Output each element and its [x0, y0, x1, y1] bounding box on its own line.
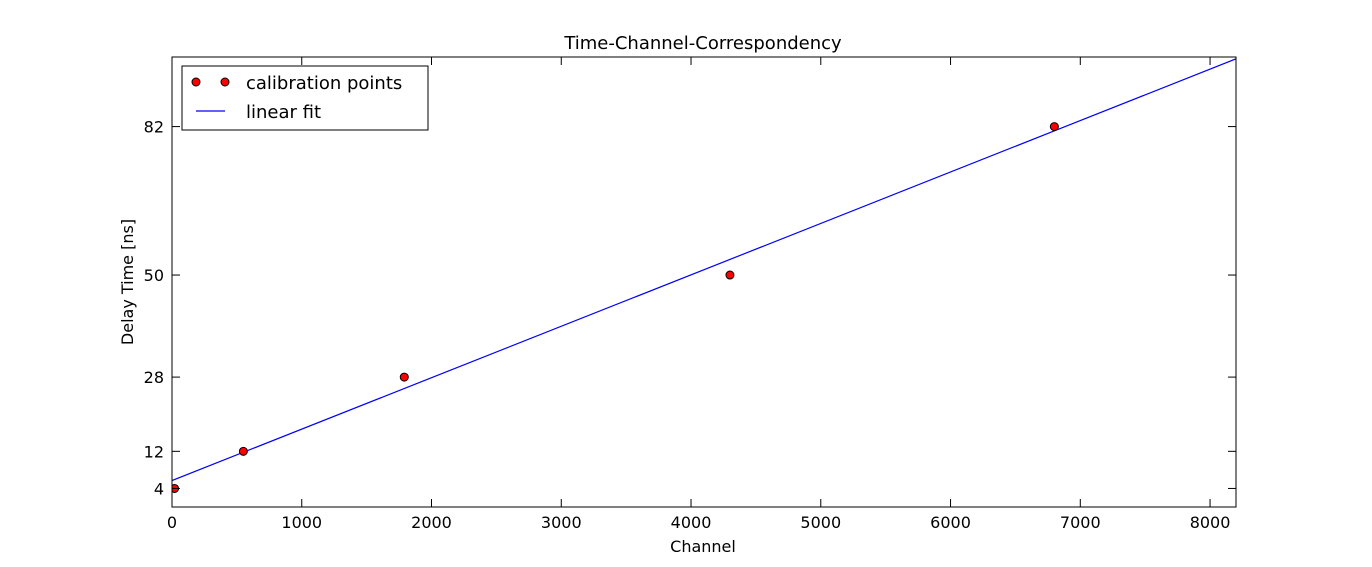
chart-title: Time-Channel-Correspondency: [563, 33, 842, 54]
calibration-point: [238, 446, 248, 456]
legend-marker-calibration-points-left: [191, 77, 201, 87]
x-tick-label: 0: [167, 513, 177, 532]
x-tick-label: 1000: [281, 513, 322, 532]
fit-line: [172, 58, 1236, 482]
y-tick-label: 4: [154, 479, 164, 498]
legend-label-linear-fit: linear fit: [246, 102, 321, 123]
calibration-point: [725, 270, 735, 280]
legend-box: [181, 65, 429, 131]
x-tick-label: 4000: [671, 513, 712, 532]
legend-marker-calibration-points-right: [220, 77, 230, 87]
calibration-point: [399, 372, 409, 382]
legend: calibration points linear fit: [181, 65, 429, 131]
x-tick-label: 5000: [800, 513, 841, 532]
x-axis: 0 1000 2000 3000 4000 5000 6000 7000 8000: [167, 57, 1231, 532]
y-tick-label: 82: [144, 118, 164, 137]
y-tick-label: 50: [144, 266, 164, 285]
fit-layer: [172, 58, 1236, 482]
plot-area: [172, 58, 1236, 493]
x-tick-label: 8000: [1190, 513, 1231, 532]
y-axis: 4 12 28 50 82: [144, 118, 1236, 498]
calibration-point: [1049, 122, 1059, 132]
x-tick-label: 2000: [411, 513, 452, 532]
y-tick-label: 12: [144, 442, 164, 461]
x-tick-label: 3000: [541, 513, 582, 532]
legend-label-calibration-points: calibration points: [246, 73, 402, 94]
plot-frame: [171, 56, 1237, 508]
points-layer: [172, 122, 1059, 493]
y-tick-label: 28: [144, 368, 164, 387]
x-tick-label: 6000: [930, 513, 971, 532]
y-axis-label: Delay Time [ns]: [118, 219, 137, 345]
x-axis-label: Channel: [670, 537, 736, 556]
x-tick-label: 7000: [1060, 513, 1101, 532]
